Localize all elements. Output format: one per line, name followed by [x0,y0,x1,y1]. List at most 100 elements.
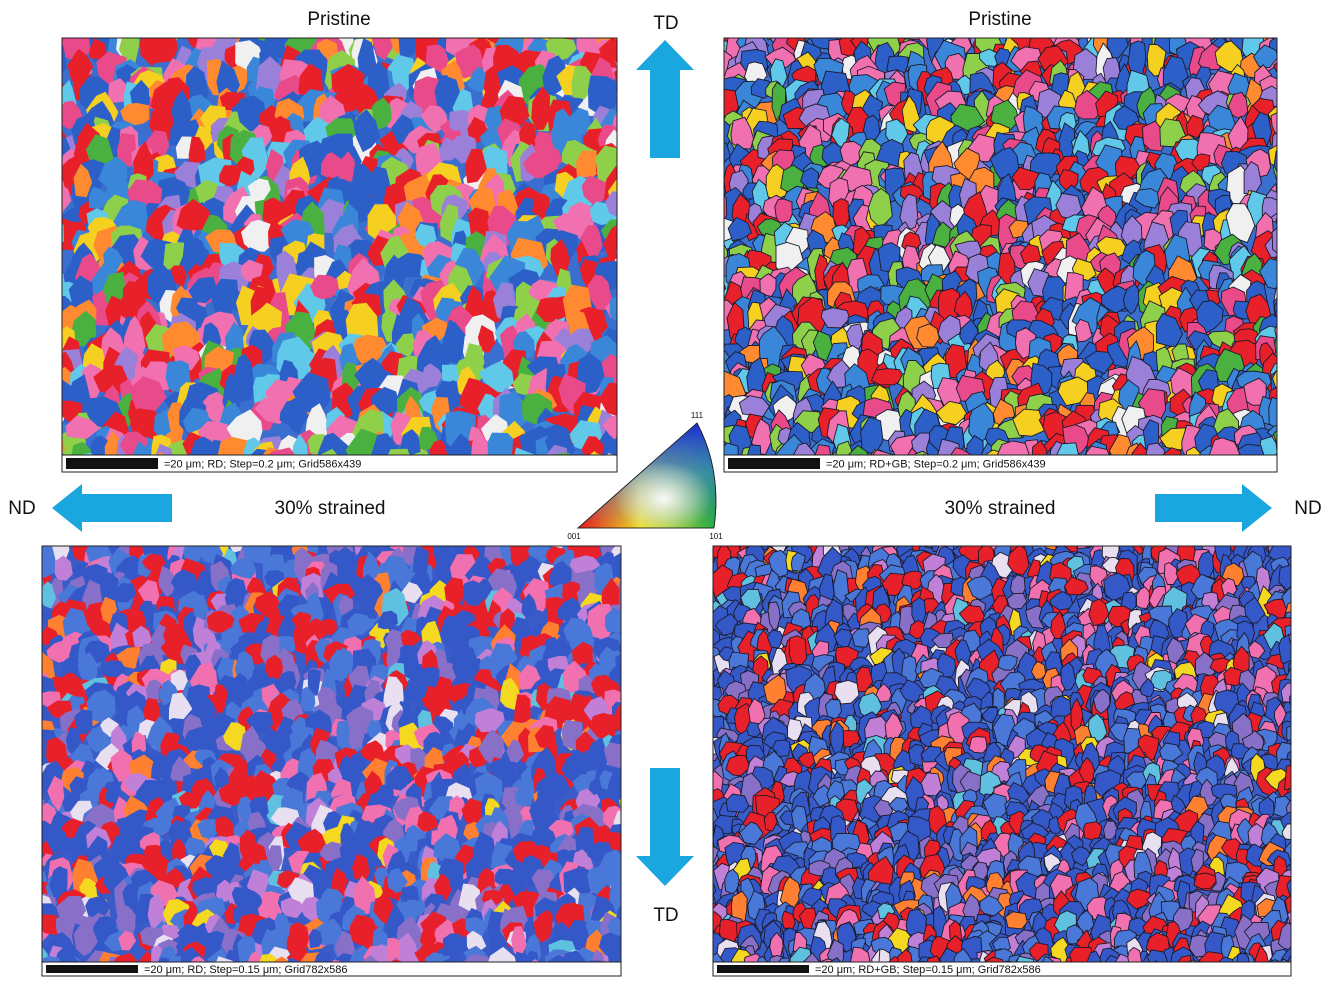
grain [697,21,717,57]
grain [1282,115,1310,149]
grain [691,781,704,810]
grain [38,453,62,489]
grain [467,0,498,41]
grain [619,265,645,309]
grain [831,14,854,38]
grain [279,10,308,41]
grain [236,510,256,546]
grain [20,913,39,942]
grain [1072,516,1090,548]
grain [113,0,144,20]
grain [905,14,931,41]
grain [1060,516,1077,545]
grain [1173,0,1196,22]
grain [468,513,491,535]
grain [27,148,52,175]
grain [1288,281,1304,303]
grain [1282,41,1301,63]
grain [380,5,411,43]
grain [461,517,489,549]
grain [1276,212,1298,238]
grain [629,887,650,919]
grain [1283,152,1301,178]
grain [845,509,864,534]
grain [687,364,707,396]
grain [703,276,726,298]
grain [1177,524,1196,546]
grain [1001,519,1013,551]
grain [701,716,715,741]
grain [614,61,643,101]
grain [454,0,472,24]
grain [702,339,725,370]
grain [6,887,30,912]
grain [624,600,648,620]
grain [696,284,713,311]
grain [570,0,595,25]
grain [15,10,51,36]
grain [703,241,724,282]
grain [1258,10,1283,28]
grain [215,0,239,29]
grain [16,824,40,851]
grain [475,469,506,502]
grain [31,264,52,288]
grain [21,313,53,337]
grain [40,523,58,547]
grain [11,643,31,670]
grain [1211,8,1239,42]
grain [695,551,712,577]
grain [1276,177,1301,198]
grain [1286,302,1310,341]
grain [31,14,62,57]
grain [1133,511,1146,543]
grain [698,624,715,654]
grain [218,4,242,41]
grain [29,435,62,458]
grain [806,12,825,35]
grain [1037,0,1053,27]
grain [688,672,711,704]
grain [1283,201,1314,237]
grain [789,636,807,667]
grain [17,609,39,643]
scale-bar [66,458,158,469]
grain [16,568,31,589]
grain [1258,523,1276,546]
grain [378,0,409,29]
grain [87,471,111,494]
grain [623,34,641,68]
grain [395,510,411,540]
grain [28,186,55,209]
grain [1026,518,1050,540]
grain [1158,10,1175,36]
grain [34,65,62,94]
grain [24,618,42,645]
grain [740,514,759,535]
grain [828,0,857,29]
grain [25,582,42,620]
grain [965,517,989,548]
grain [141,520,168,546]
grain [1058,20,1083,37]
grain [17,335,46,382]
grain [19,952,34,978]
grain [622,861,638,884]
grain [1197,10,1215,42]
grain [512,0,544,30]
grain [33,114,63,147]
grain [21,394,53,424]
grain [1288,555,1312,579]
grain [8,821,30,848]
grain [615,314,637,355]
grain [902,514,924,542]
grain [695,263,714,295]
grain [195,0,220,28]
grain [627,884,648,909]
grain-map [675,506,1314,978]
grain [27,429,66,462]
grain [624,82,644,113]
grain [808,514,831,545]
grain [1295,535,1313,557]
grain [689,713,713,734]
